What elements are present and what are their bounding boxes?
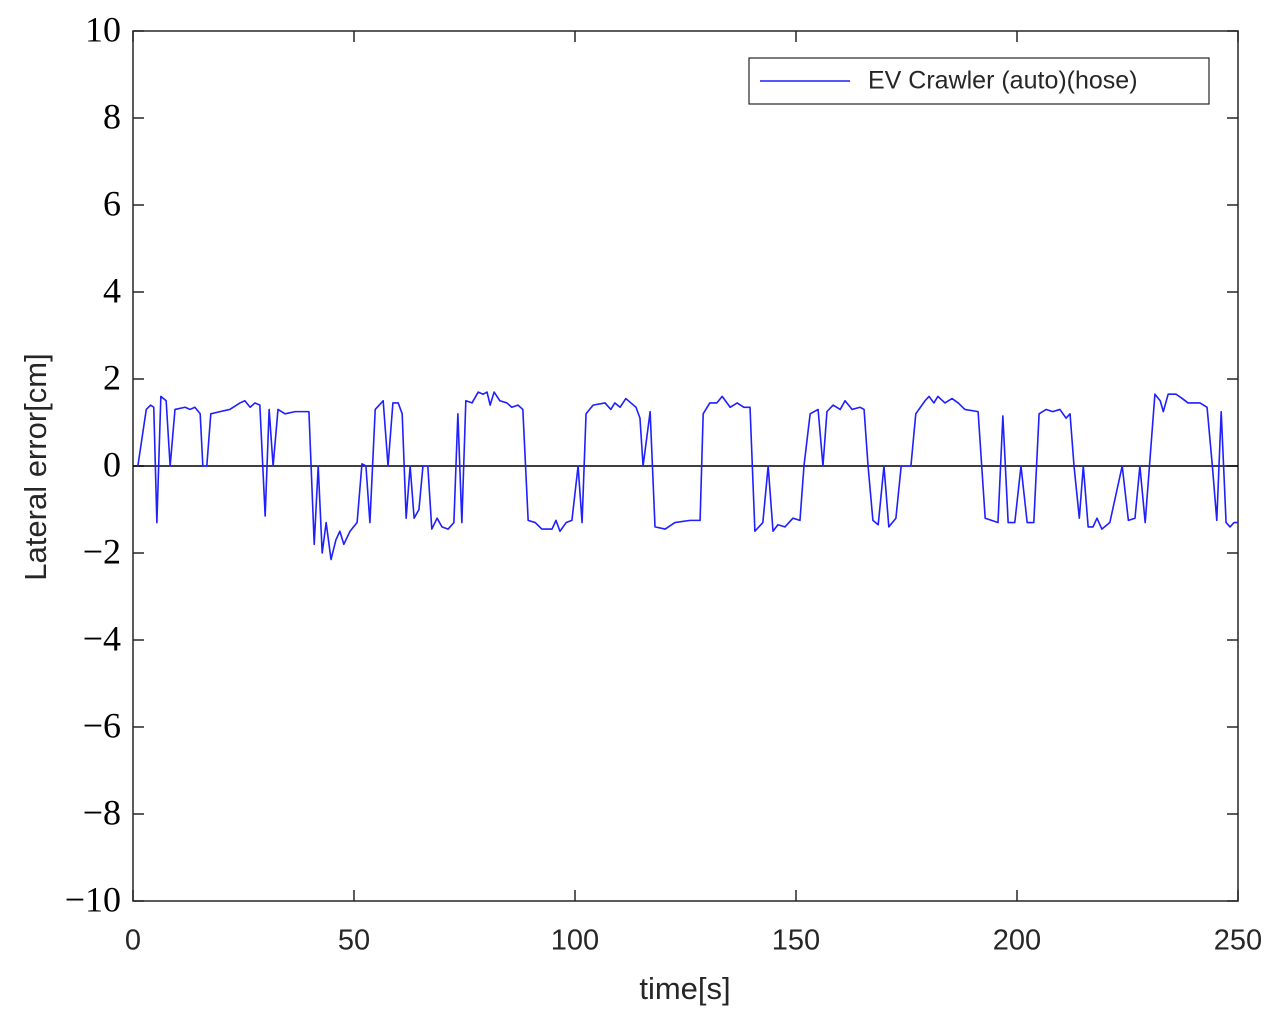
data-line [137,391,1238,561]
y-tick-label: 10 [85,9,121,49]
x-tick-label: 100 [551,925,599,957]
x-tick-label: 200 [993,925,1041,957]
y-tick-label: 8 [103,96,121,136]
y-tick-label: 6 [103,183,121,223]
legend-label: EV Crawler (auto)(hose) [868,67,1138,95]
y-tick-label: −10 [65,879,121,919]
x-axis-label: time[s] [639,971,730,1006]
x-tick-label: 150 [772,925,820,957]
x-tick-label: 250 [1214,925,1262,957]
y-axis-label: Lateral error[cm] [18,353,53,580]
x-tick-label: 0 [125,925,141,957]
y-tick-label: 2 [103,357,121,397]
y-tick-label: −6 [83,705,121,745]
y-tick-label: −2 [83,531,121,571]
y-tick-label: −8 [83,792,121,832]
y-tick-label: 4 [103,270,121,310]
y-tick-label: 0 [103,444,121,484]
x-tick-label: 50 [338,925,370,957]
y-tick-label: −4 [83,618,121,658]
